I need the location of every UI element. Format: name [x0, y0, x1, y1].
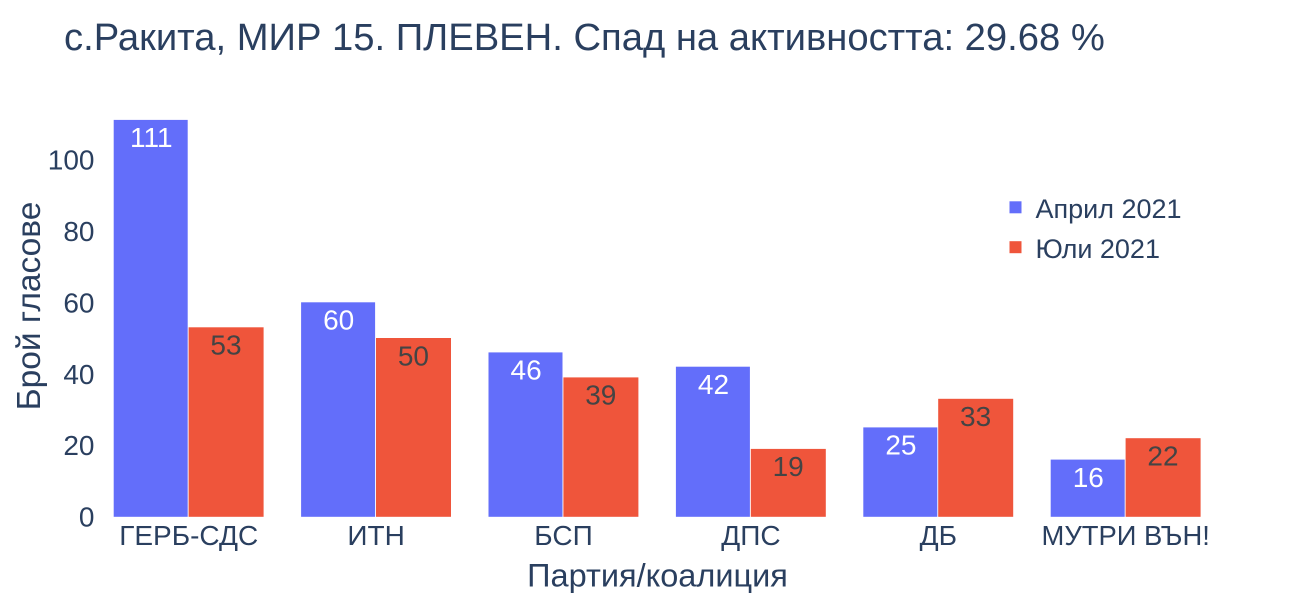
svg-text:40: 40: [63, 359, 94, 390]
svg-text:20: 20: [63, 430, 94, 461]
svg-text:100: 100: [48, 145, 95, 176]
svg-text:16: 16: [1073, 462, 1104, 493]
svg-text:80: 80: [63, 216, 94, 247]
svg-text:ДПС: ДПС: [721, 520, 780, 551]
svg-text:Партия/коалиция: Партия/коалиция: [527, 558, 788, 594]
svg-text:33: 33: [960, 401, 991, 432]
svg-text:39: 39: [585, 380, 616, 411]
svg-text:ДБ: ДБ: [920, 520, 957, 551]
svg-text:22: 22: [1147, 441, 1178, 472]
svg-text:53: 53: [210, 330, 241, 361]
svg-text:50: 50: [398, 340, 429, 371]
svg-text:МУТРИ ВЪН!: МУТРИ ВЪН!: [1042, 520, 1210, 551]
svg-text:111: 111: [130, 122, 173, 153]
svg-text:БСП: БСП: [534, 520, 592, 551]
svg-text:Юли 2021: Юли 2021: [1036, 234, 1160, 264]
svg-text:Април 2021: Април 2021: [1036, 194, 1182, 224]
svg-text:25: 25: [885, 430, 916, 461]
svg-text:ИТН: ИТН: [347, 520, 404, 551]
svg-text:46: 46: [511, 355, 542, 386]
svg-text:ГЕРБ-СДС: ГЕРБ-СДС: [119, 520, 258, 551]
svg-text:19: 19: [773, 451, 804, 482]
svg-text:Брой гласове: Брой гласове: [11, 202, 48, 411]
svg-text:60: 60: [63, 287, 94, 318]
svg-text:с.Ракита, МИР 15. ПЛЕВЕН. Спад: с.Ракита, МИР 15. ПЛЕВЕН. Спад на активн…: [64, 16, 1105, 59]
svg-text:0: 0: [79, 502, 95, 533]
svg-text:60: 60: [323, 305, 354, 336]
svg-text:42: 42: [698, 369, 729, 400]
